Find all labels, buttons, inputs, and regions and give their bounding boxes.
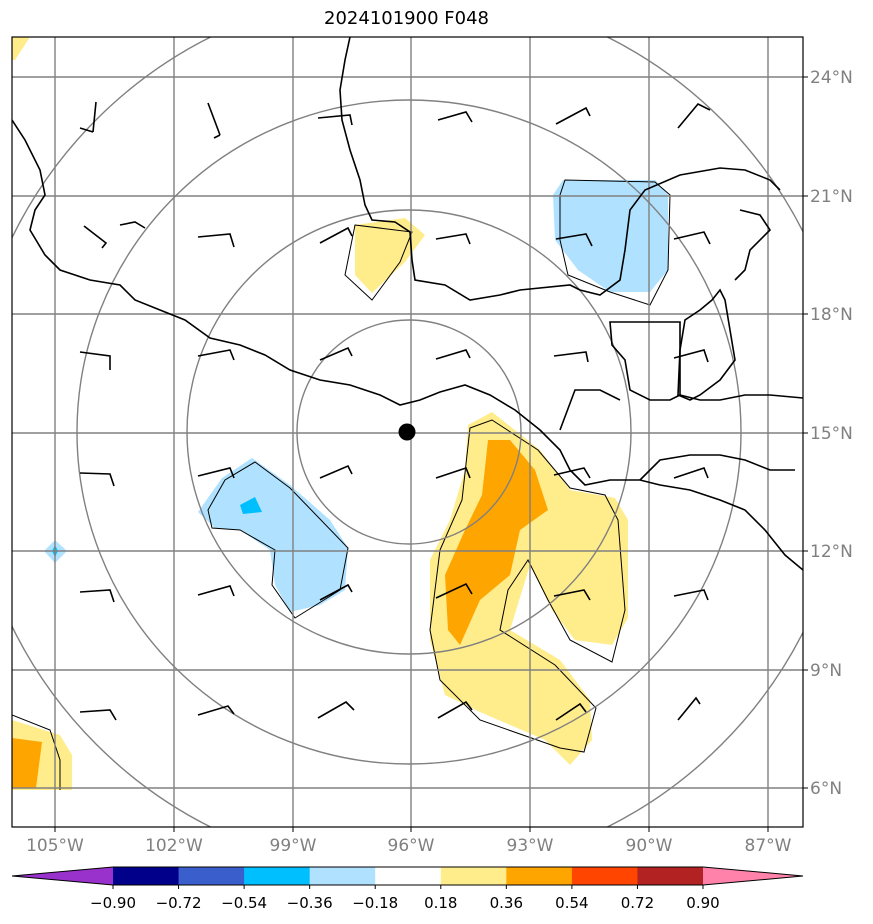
lon-label: 93°W — [507, 836, 554, 856]
colorbar-extend-low — [12, 867, 113, 885]
lon-label: 96°W — [388, 836, 435, 856]
colorbar-tick-label: −0.54 — [221, 894, 267, 912]
storm-center-dot — [398, 423, 416, 441]
colorbar-tick-label: 0.90 — [686, 894, 719, 912]
colorbar-cell — [571, 867, 638, 885]
colorbar-cell — [309, 867, 376, 885]
colorbar-tick-label: −0.18 — [352, 894, 398, 912]
colorbar-tick-label: 0.36 — [490, 894, 523, 912]
colorbar-extend-high — [703, 867, 803, 885]
anomaly-fill-negative — [44, 180, 668, 612]
colorbar-tick-label: 0.72 — [621, 894, 654, 912]
longitude-labels: 105°W 102°W 99°W 96°W 93°W 90°W 87°W — [26, 836, 792, 856]
colorbar: −0.90 −0.72 −0.54 −0.36 −0.18 0.18 0.36 0.54 0.7… — [11, 866, 804, 912]
lat-label: 15°N — [810, 424, 853, 444]
colorbar-cell — [637, 867, 704, 885]
lon-label: 90°W — [626, 836, 673, 856]
wind-barbs — [79, 101, 711, 721]
map-title: 2024101900 F048 — [324, 8, 489, 29]
colorbar-tick-label: 0.18 — [424, 894, 457, 912]
lon-label: 99°W — [270, 836, 317, 856]
colorbar-cell — [244, 867, 311, 885]
coastlines — [12, 37, 803, 571]
lon-label: 105°W — [26, 836, 84, 856]
map-frame — [11, 36, 804, 828]
graticule — [12, 37, 803, 827]
lat-label: 24°N — [810, 68, 853, 88]
lon-label: 102°W — [145, 836, 203, 856]
colorbar-tick-label: −0.36 — [287, 894, 333, 912]
lat-label: 21°N — [810, 187, 853, 207]
colorbar-cell — [506, 867, 573, 885]
colorbar-cell — [113, 867, 180, 885]
latitude-labels: 24°N 21°N 18°N 15°N 12°N 9°N 6°N — [810, 68, 853, 799]
colorbar-cell — [178, 867, 245, 885]
colorbar-cell — [375, 867, 442, 885]
lon-label: 87°W — [745, 836, 792, 856]
lat-label: 6°N — [810, 779, 842, 799]
colorbar-tick-label: 0.54 — [555, 894, 588, 912]
lat-label: 18°N — [810, 305, 853, 325]
axis-ticks — [54, 76, 808, 832]
colorbar-tick-label: −0.90 — [90, 894, 136, 912]
map-plot-area — [12, 37, 803, 827]
colorbar-tick-label: −0.72 — [156, 894, 202, 912]
lat-label: 9°N — [810, 661, 842, 681]
colorbar-cell — [440, 867, 507, 885]
lat-label: 12°N — [810, 542, 853, 562]
range-rings — [12, 37, 803, 827]
anomaly-fill-strong — [12, 440, 548, 788]
